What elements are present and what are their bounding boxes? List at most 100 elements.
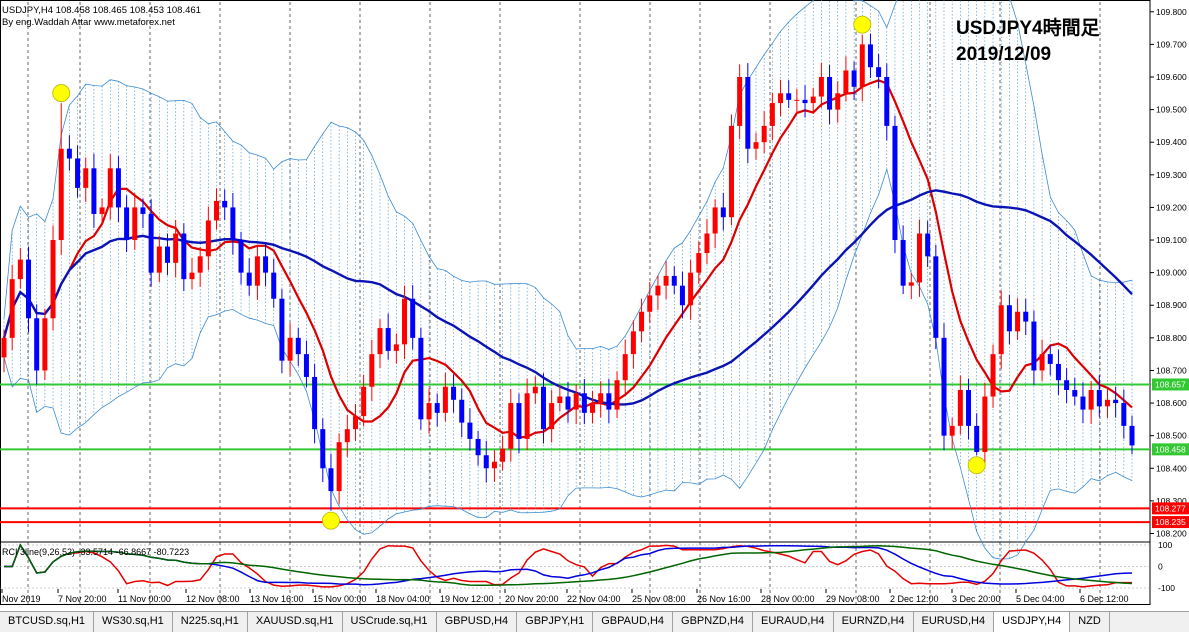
candle: [132, 193, 138, 250]
candle-body: [115, 168, 121, 208]
candle: [410, 285, 416, 350]
tab-gbpjpy[interactable]: GBPJPY,H1: [517, 612, 594, 632]
candle: [197, 246, 203, 287]
tab-xauusd[interactable]: XAUUSD.sq,H1: [248, 612, 343, 632]
candle: [271, 258, 277, 308]
candle-body: [786, 93, 792, 100]
time-tick-label: 22 Nov 04:00: [567, 594, 621, 604]
candle-body: [998, 305, 1004, 355]
time-tick-label: Nov 2019: [2, 594, 41, 604]
candle: [728, 114, 734, 226]
candle: [737, 64, 743, 140]
candle-body: [1015, 311, 1021, 332]
candle: [818, 62, 824, 108]
candle-body: [402, 298, 408, 345]
candle-body: [1113, 399, 1119, 404]
candle-body: [925, 233, 931, 257]
candle: [557, 385, 563, 412]
candle: [483, 440, 489, 483]
candle-body: [778, 93, 784, 104]
candle-body: [1121, 403, 1127, 426]
candle-body: [1055, 363, 1061, 381]
tab-ws30[interactable]: WS30.sq,H1: [94, 612, 173, 632]
tab-euraud[interactable]: EURAUD,H4: [753, 612, 834, 632]
tab-btcusd[interactable]: BTCUSD.sq,H1: [0, 612, 95, 632]
candle: [295, 327, 301, 366]
tab-uscrude[interactable]: USCrude.sq,H1: [343, 612, 437, 632]
candle: [1104, 388, 1110, 418]
tab-nzd[interactable]: NZD: [1070, 612, 1110, 632]
candle-body: [802, 99, 808, 104]
price-tick-label: 109.200: [1156, 202, 1187, 212]
candle-body: [132, 207, 138, 241]
candle-body: [50, 240, 56, 319]
time-tick-label: 18 Nov 04:00: [376, 594, 430, 604]
rci-level-label: 0: [1158, 562, 1163, 572]
candle-body: [622, 354, 628, 381]
candle: [925, 220, 931, 268]
candle: [990, 344, 996, 408]
candle-body: [1, 337, 7, 358]
candle-body: [434, 403, 440, 413]
candle: [263, 243, 269, 287]
candle: [516, 393, 522, 454]
candle: [786, 80, 792, 109]
candle: [941, 323, 947, 451]
candle-body: [581, 393, 587, 413]
candle-body: [1031, 321, 1037, 371]
tab-gbpnzd[interactable]: GBPNZD,H4: [673, 612, 753, 632]
candle-body: [916, 233, 922, 283]
tab-n225[interactable]: N225.sq,H1: [173, 612, 248, 632]
candle-body: [451, 386, 457, 400]
candle-body: [442, 386, 448, 413]
candle-body: [459, 399, 465, 423]
candle: [843, 56, 849, 102]
price-tick-label: 108.500: [1156, 431, 1187, 441]
candle-body: [557, 396, 563, 404]
candle: [336, 433, 342, 504]
candle: [647, 281, 653, 323]
candle-body: [222, 200, 228, 208]
candle: [181, 223, 187, 292]
candle: [581, 379, 587, 425]
candle-body: [859, 44, 865, 87]
candle: [1015, 298, 1021, 340]
candle-body: [1064, 380, 1070, 391]
candle-body: [361, 386, 367, 417]
candle-body: [835, 93, 841, 110]
candle: [1064, 368, 1070, 403]
candle-body: [66, 148, 72, 159]
candle-body: [769, 103, 775, 126]
tab-eurusd[interactable]: EURUSD,H4: [914, 612, 995, 632]
author-line: By eng.Waddah Attar www.metaforex.net: [2, 17, 175, 28]
candle: [418, 327, 424, 430]
candle-body: [712, 207, 718, 234]
price-label-box: [1152, 502, 1189, 515]
candle: [205, 206, 211, 271]
price-tick-label: 108.900: [1156, 300, 1187, 310]
candle: [982, 382, 988, 463]
candle: [1006, 295, 1012, 345]
tab-eurnzd[interactable]: EURNZD,H4: [834, 612, 914, 632]
candle-body: [606, 393, 612, 410]
candle: [222, 189, 228, 220]
tab-gbpusd[interactable]: GBPUSD,H4: [437, 612, 518, 632]
tab-usdjpy-active[interactable]: USDJPY,H4: [994, 612, 1071, 632]
candle: [459, 388, 465, 438]
candle: [827, 64, 833, 125]
candle: [704, 219, 710, 264]
time-tick-label: 25 Nov 08:00: [632, 594, 686, 604]
price-label-lower-red: 108.235: [1155, 517, 1186, 527]
candle-body: [352, 416, 358, 430]
price-tick-label: 109.800: [1156, 7, 1187, 17]
pivot-marker-low: [967, 456, 986, 475]
tab-gbpaud[interactable]: GBPAUD,H4: [593, 612, 674, 632]
candle-body: [818, 76, 824, 97]
candle: [42, 308, 48, 380]
candle-body: [303, 354, 309, 377]
candle: [148, 199, 154, 287]
candle: [91, 153, 97, 228]
candle-body: [630, 331, 636, 355]
candle-body: [647, 295, 653, 312]
